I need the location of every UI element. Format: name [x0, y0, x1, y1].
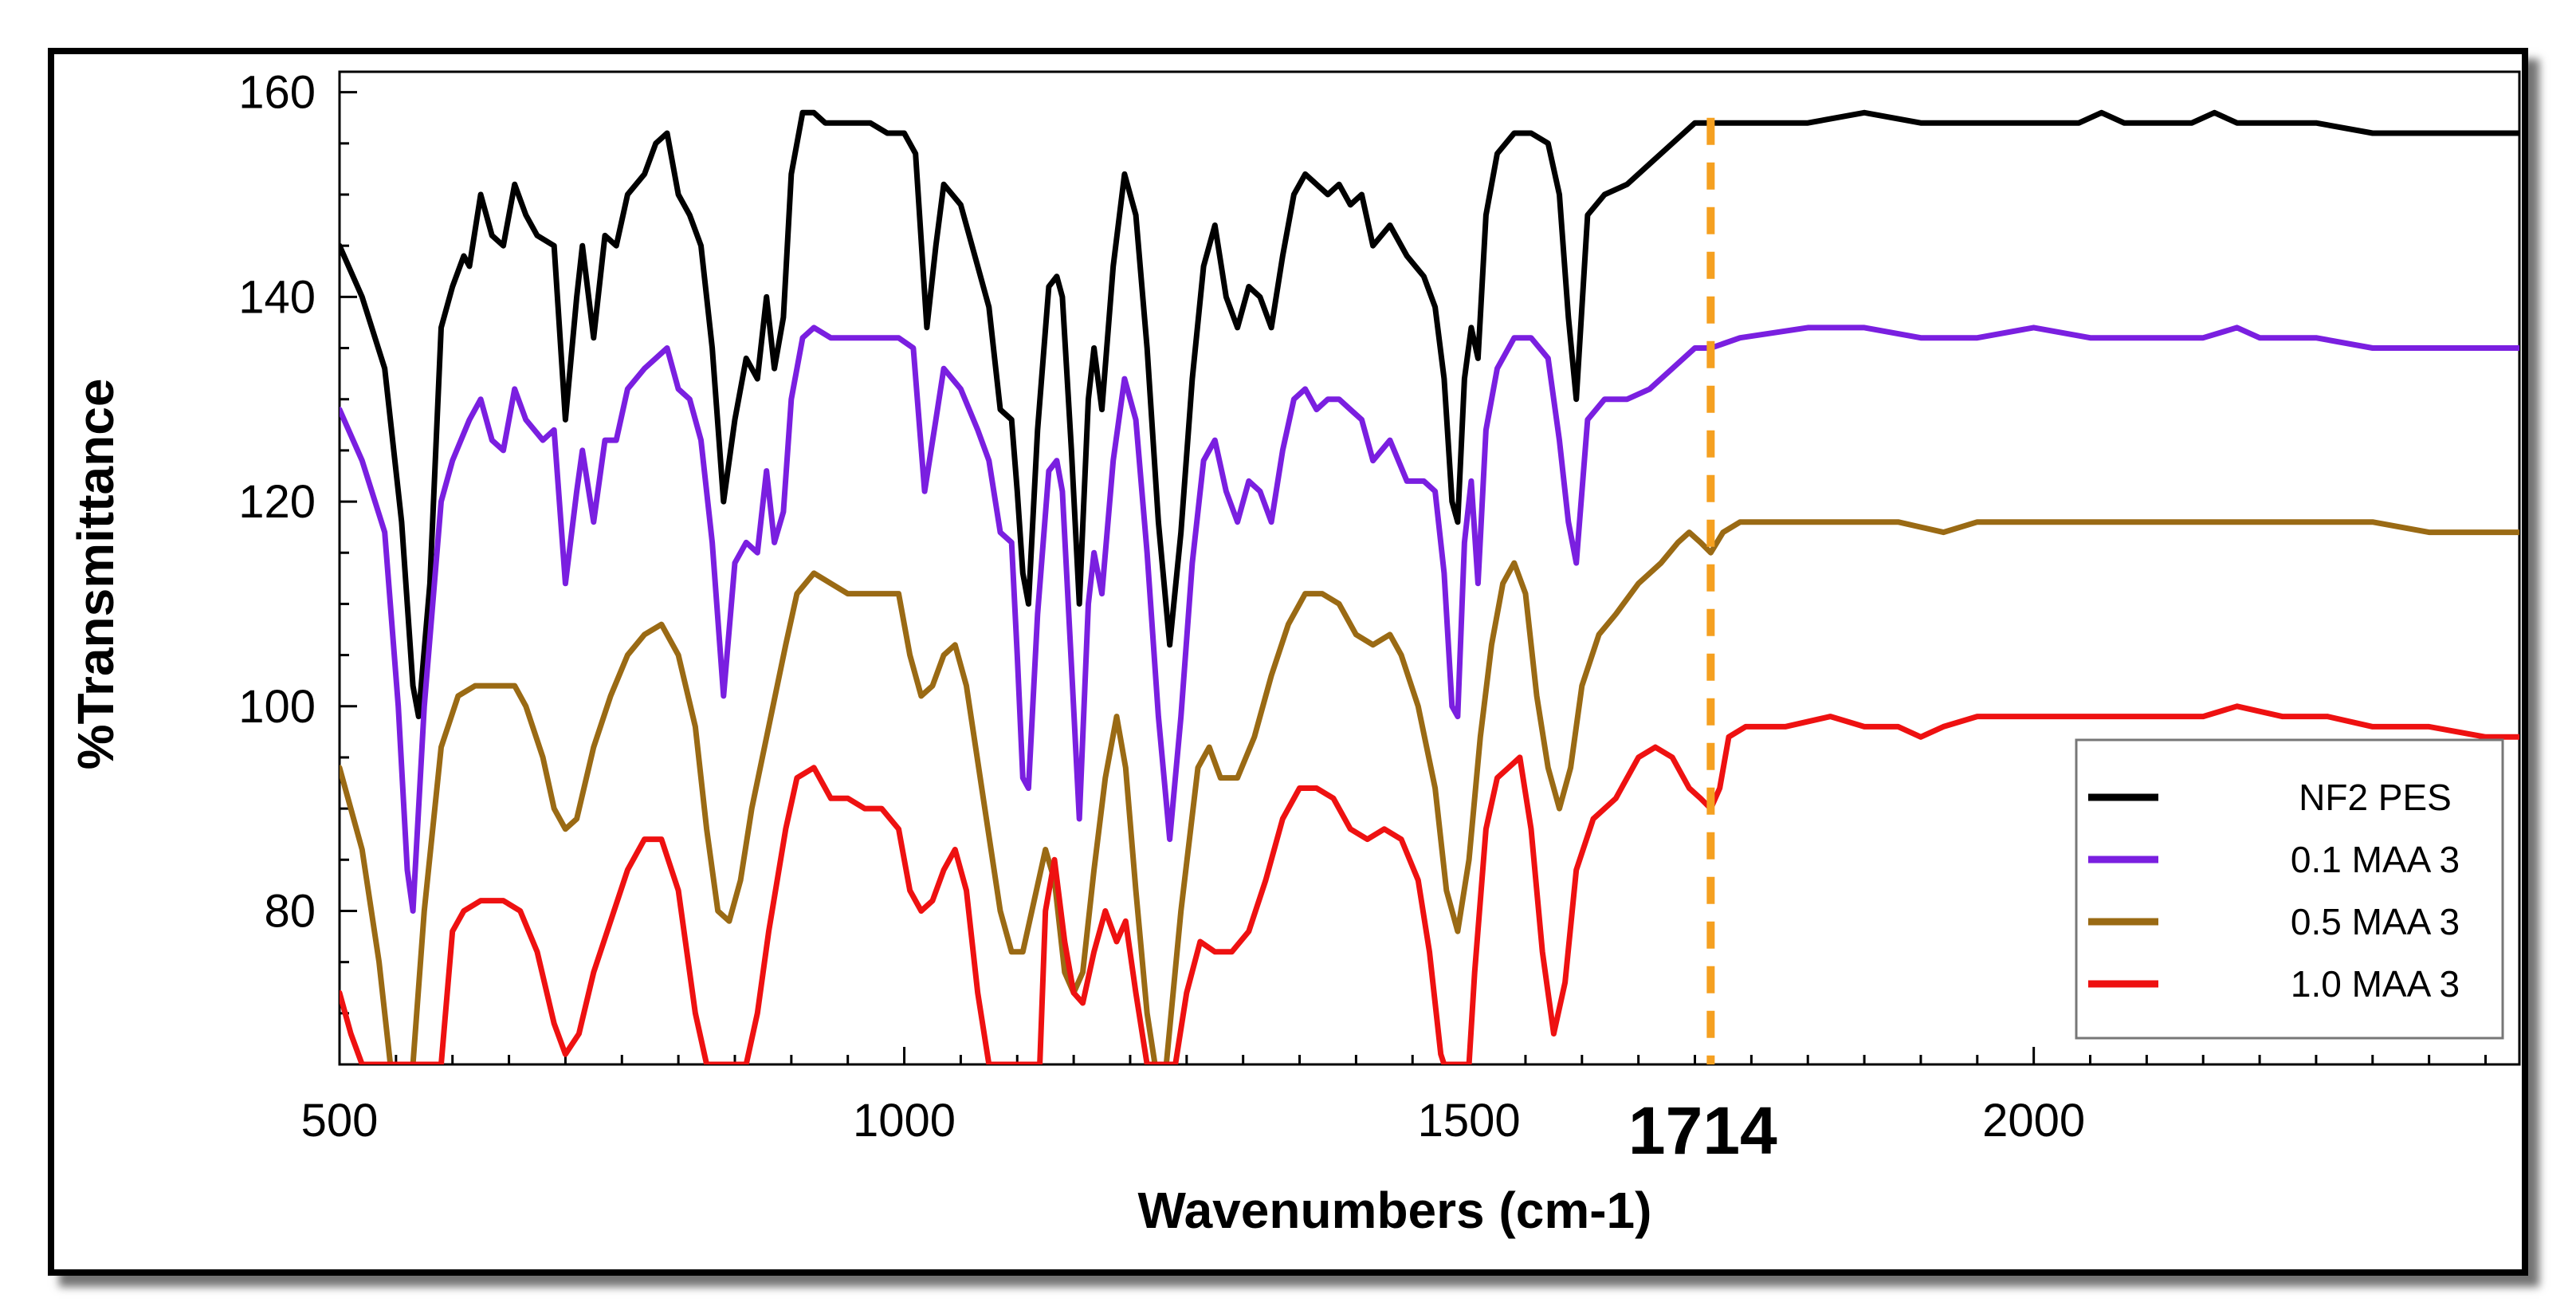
- legend-box: [2075, 738, 2504, 1040]
- y-tick-label: 120: [238, 476, 316, 528]
- x-tick-label: 1000: [853, 1095, 956, 1147]
- y-tick-label: 140: [238, 271, 316, 323]
- x-tick-label: 2000: [1982, 1095, 2085, 1147]
- series-line-0-5-maa-3: [340, 519, 2519, 1064]
- y-tick-label: 160: [238, 67, 316, 119]
- annotation-label: 1714: [1628, 1093, 1777, 1168]
- legend-label: 1.0 MAA 3: [2291, 963, 2460, 1005]
- x-axis-title: Wavenumbers (cm-1): [1138, 1182, 1652, 1239]
- series-line-0-1-maa-3: [340, 325, 2519, 914]
- y-tick-label: 100: [238, 681, 316, 733]
- x-tick-label: 500: [301, 1095, 379, 1147]
- legend-label: 0.1 MAA 3: [2291, 839, 2460, 880]
- tick-labels: 80 100 120 140 160 500 1000 1500 2000: [238, 67, 2085, 1147]
- legend-label: 0.5 MAA 3: [2291, 901, 2460, 942]
- y-axis-title: %Transmittance: [67, 379, 124, 770]
- series-line-1-0-maa-3: [340, 703, 2519, 1064]
- axis-ticks: [338, 91, 2487, 1064]
- y-tick-label: 80: [264, 885, 316, 937]
- annotation-layer: 1714: [1628, 117, 1777, 1168]
- series-line-nf2-pes: [340, 109, 2519, 720]
- legend: NF2 PES 0.1 MAA 3 0.5 MAA 3 1.0 MAA 3: [2075, 738, 2504, 1040]
- x-tick-label: 1500: [1418, 1095, 1521, 1147]
- series-layer: [340, 109, 2519, 1064]
- legend-label: NF2 PES: [2299, 777, 2452, 818]
